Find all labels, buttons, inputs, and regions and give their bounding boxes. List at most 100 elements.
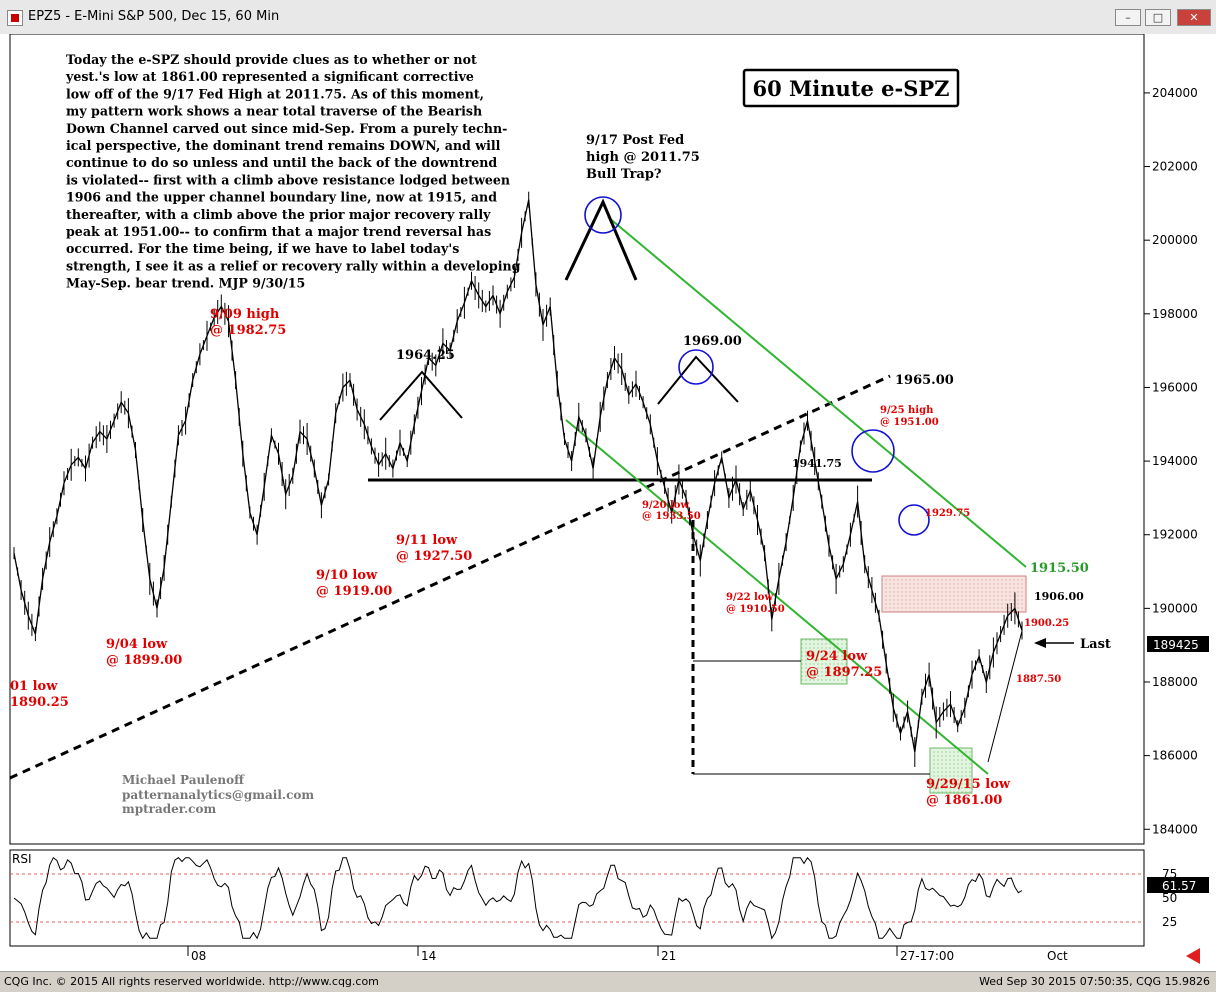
last-price-text: 189425 <box>1153 638 1199 652</box>
rsi-tick-label: 50 <box>1162 891 1177 905</box>
label-0925-a: 9/25 high <box>880 405 934 416</box>
circle-1969 <box>678 349 714 385</box>
commentary-line: May-Sep. bear trend. MJP 9/30/15 <box>66 276 305 291</box>
y-tick-label: 204000 <box>1152 86 1198 100</box>
circle-0925-high <box>851 429 895 473</box>
commentary-line: 1906 and the upper channel boundary line… <box>66 190 497 205</box>
red-annotations: 9/09 high @ 1982.75 9/04 low @ 1899.00 0… <box>10 307 1069 808</box>
label-0909-a: 9/09 high <box>210 307 280 322</box>
y-tick-label: 194000 <box>1152 454 1198 468</box>
label-last: Last <box>1080 637 1111 652</box>
rsi-last-label: 61.57 <box>1147 877 1209 893</box>
label-0910-a: 9/10 low <box>316 568 378 583</box>
peak-marker-1964 <box>379 370 463 421</box>
label-1964: 1964.25 <box>396 348 455 363</box>
commentary-line: yest.'s low at 1861.00 represented a sig… <box>65 69 474 84</box>
commentary-line: Down Channel carved out since mid-Sep. F… <box>66 121 507 136</box>
author-site: mptrader.com <box>122 802 216 816</box>
status-bar: CQG Inc. © 2015 All rights reserved worl… <box>0 971 1216 992</box>
label-0925-b: @ 1951.00 <box>880 417 939 428</box>
lower-channel-line <box>565 419 989 775</box>
resistance-zone <box>881 575 1027 613</box>
author-email: patternanalytics@gmail.com <box>122 788 314 802</box>
fed-high-line-1: 9/17 Post Fed <box>586 133 684 148</box>
status-copyright: CQG Inc. © 2015 All rights reserved worl… <box>4 975 379 988</box>
y-tick-label: 198000 <box>1152 307 1198 321</box>
commentary-line: continue to do so unless and until the b… <box>66 155 497 170</box>
x-tick-label: 14 <box>421 949 436 963</box>
support-box-0924 <box>800 638 848 685</box>
y-tick-label: 186000 <box>1152 749 1198 763</box>
label-0904-a: 9/04 low <box>106 637 168 652</box>
rsi-tick-label: 25 <box>1162 915 1177 929</box>
commentary-line: Today the e-SPZ should provide clues as … <box>66 52 477 67</box>
label-0920-b: @ 1933.50 <box>642 511 701 522</box>
label-0922-a: 9/22 low <box>726 592 773 603</box>
upper-channel-line <box>607 216 1027 568</box>
label-0920-a: 9/20 low <box>642 500 689 511</box>
close-button[interactable]: ✕ <box>1177 9 1211 26</box>
label-0901-b: 1890.25 <box>10 695 69 710</box>
label-1915: 1915.50 <box>1030 561 1089 576</box>
label-0910-b: @ 1919.00 <box>316 584 392 599</box>
label-0924-a: 9/24 low <box>806 649 868 664</box>
y-tick-label: 190000 <box>1152 601 1198 615</box>
label-1900: 1900.25 <box>1024 618 1069 629</box>
label-0904-b: @ 1899.00 <box>106 653 182 668</box>
status-timestamp: Wed Sep 30 2015 07:50:35, CQG 15.9826 <box>979 975 1210 988</box>
rsi-label: RSI <box>12 852 32 866</box>
commentary-line: peak at 1951.00-- to confirm that a majo… <box>66 224 491 239</box>
label-0911-b: @ 1927.50 <box>396 549 472 564</box>
window-title: EPZ5 - E-Mini S&P 500, Dec 15, 60 Min <box>28 9 280 24</box>
label-1965: 1965.00 <box>895 373 954 388</box>
circle-fed-high <box>584 196 622 234</box>
x-axis: 08 14 21 27-17:00 Oct <box>187 946 1068 963</box>
label-1887: 1887.50 <box>1016 674 1061 685</box>
y-tick-label: 192000 <box>1152 528 1198 542</box>
author-name: Michael Paulenoff <box>122 773 245 787</box>
y-tick-label: 184000 <box>1152 822 1198 836</box>
recovery-line <box>987 630 1023 763</box>
plot-frame <box>9 33 1145 845</box>
commentary-line: occurred. For the time being, if we have… <box>66 241 459 256</box>
label-0911-a: 9/11 low <box>396 533 458 548</box>
chart-title-box: 60 Minute e-SPZ <box>742 68 960 108</box>
x-tick-label: Oct <box>1047 949 1068 963</box>
y-tick-label: 202000 <box>1152 160 1198 174</box>
y-tick-label: 200000 <box>1152 233 1198 247</box>
circle-1929 <box>898 504 930 536</box>
label-0924-b: @ 1897.25 <box>806 665 882 680</box>
commentary-text: Today the e-SPZ should provide clues as … <box>65 52 521 291</box>
commentary-line: thereafter, with a climb above the prior… <box>66 207 491 222</box>
chart-title: 60 Minute e-SPZ <box>752 76 949 101</box>
label-0901-a: 01 low <box>10 679 58 694</box>
label-0922-b: @ 1910.50 <box>726 604 785 615</box>
commentary-line: ical perspective, the dominant trend rem… <box>66 138 501 153</box>
x-tick-label: 27-17:00 <box>900 949 954 963</box>
window-titlebar: EPZ5 - E-Mini S&P 500, Dec 15, 60 Min – … <box>0 0 1216 35</box>
peak-marker-1969 <box>657 355 739 405</box>
label-0929-a: 9/29/15 low <box>926 777 1011 792</box>
chart-area: 204000 202000 200000 198000 196000 194000 1920… <box>0 33 1216 971</box>
price-line <box>13 199 1023 753</box>
last-arrow-head <box>1034 638 1046 648</box>
scroll-left-arrow-icon[interactable] <box>1186 948 1200 964</box>
price-chart: 204000 202000 200000 198000 196000 194000 1920… <box>9 33 1209 964</box>
peak-marker-fed <box>564 198 638 281</box>
app-icon <box>7 10 23 26</box>
label-1969: 1969.00 <box>683 334 742 349</box>
rsi-frame <box>9 849 1145 947</box>
rsi-last-text: 61.57 <box>1162 879 1196 893</box>
x-tick-label: 08 <box>191 949 206 963</box>
maximize-button[interactable]: □ <box>1145 9 1171 26</box>
y-tick-label: 188000 <box>1152 675 1198 689</box>
commentary-line: is violated-- first with a climb above r… <box>66 172 510 187</box>
label-1906: 1906.00 <box>1034 590 1084 603</box>
minimize-button[interactable]: – <box>1115 9 1141 26</box>
label-0909-b: @ 1982.75 <box>210 323 286 338</box>
label-1929: 1929.75 <box>925 508 970 519</box>
fed-high-line-3: Bull Trap? <box>586 167 662 182</box>
rising-trendline <box>9 374 891 780</box>
label-0929-b: @ 1861.00 <box>926 793 1002 808</box>
label-1941: 1941.75 <box>792 457 842 470</box>
